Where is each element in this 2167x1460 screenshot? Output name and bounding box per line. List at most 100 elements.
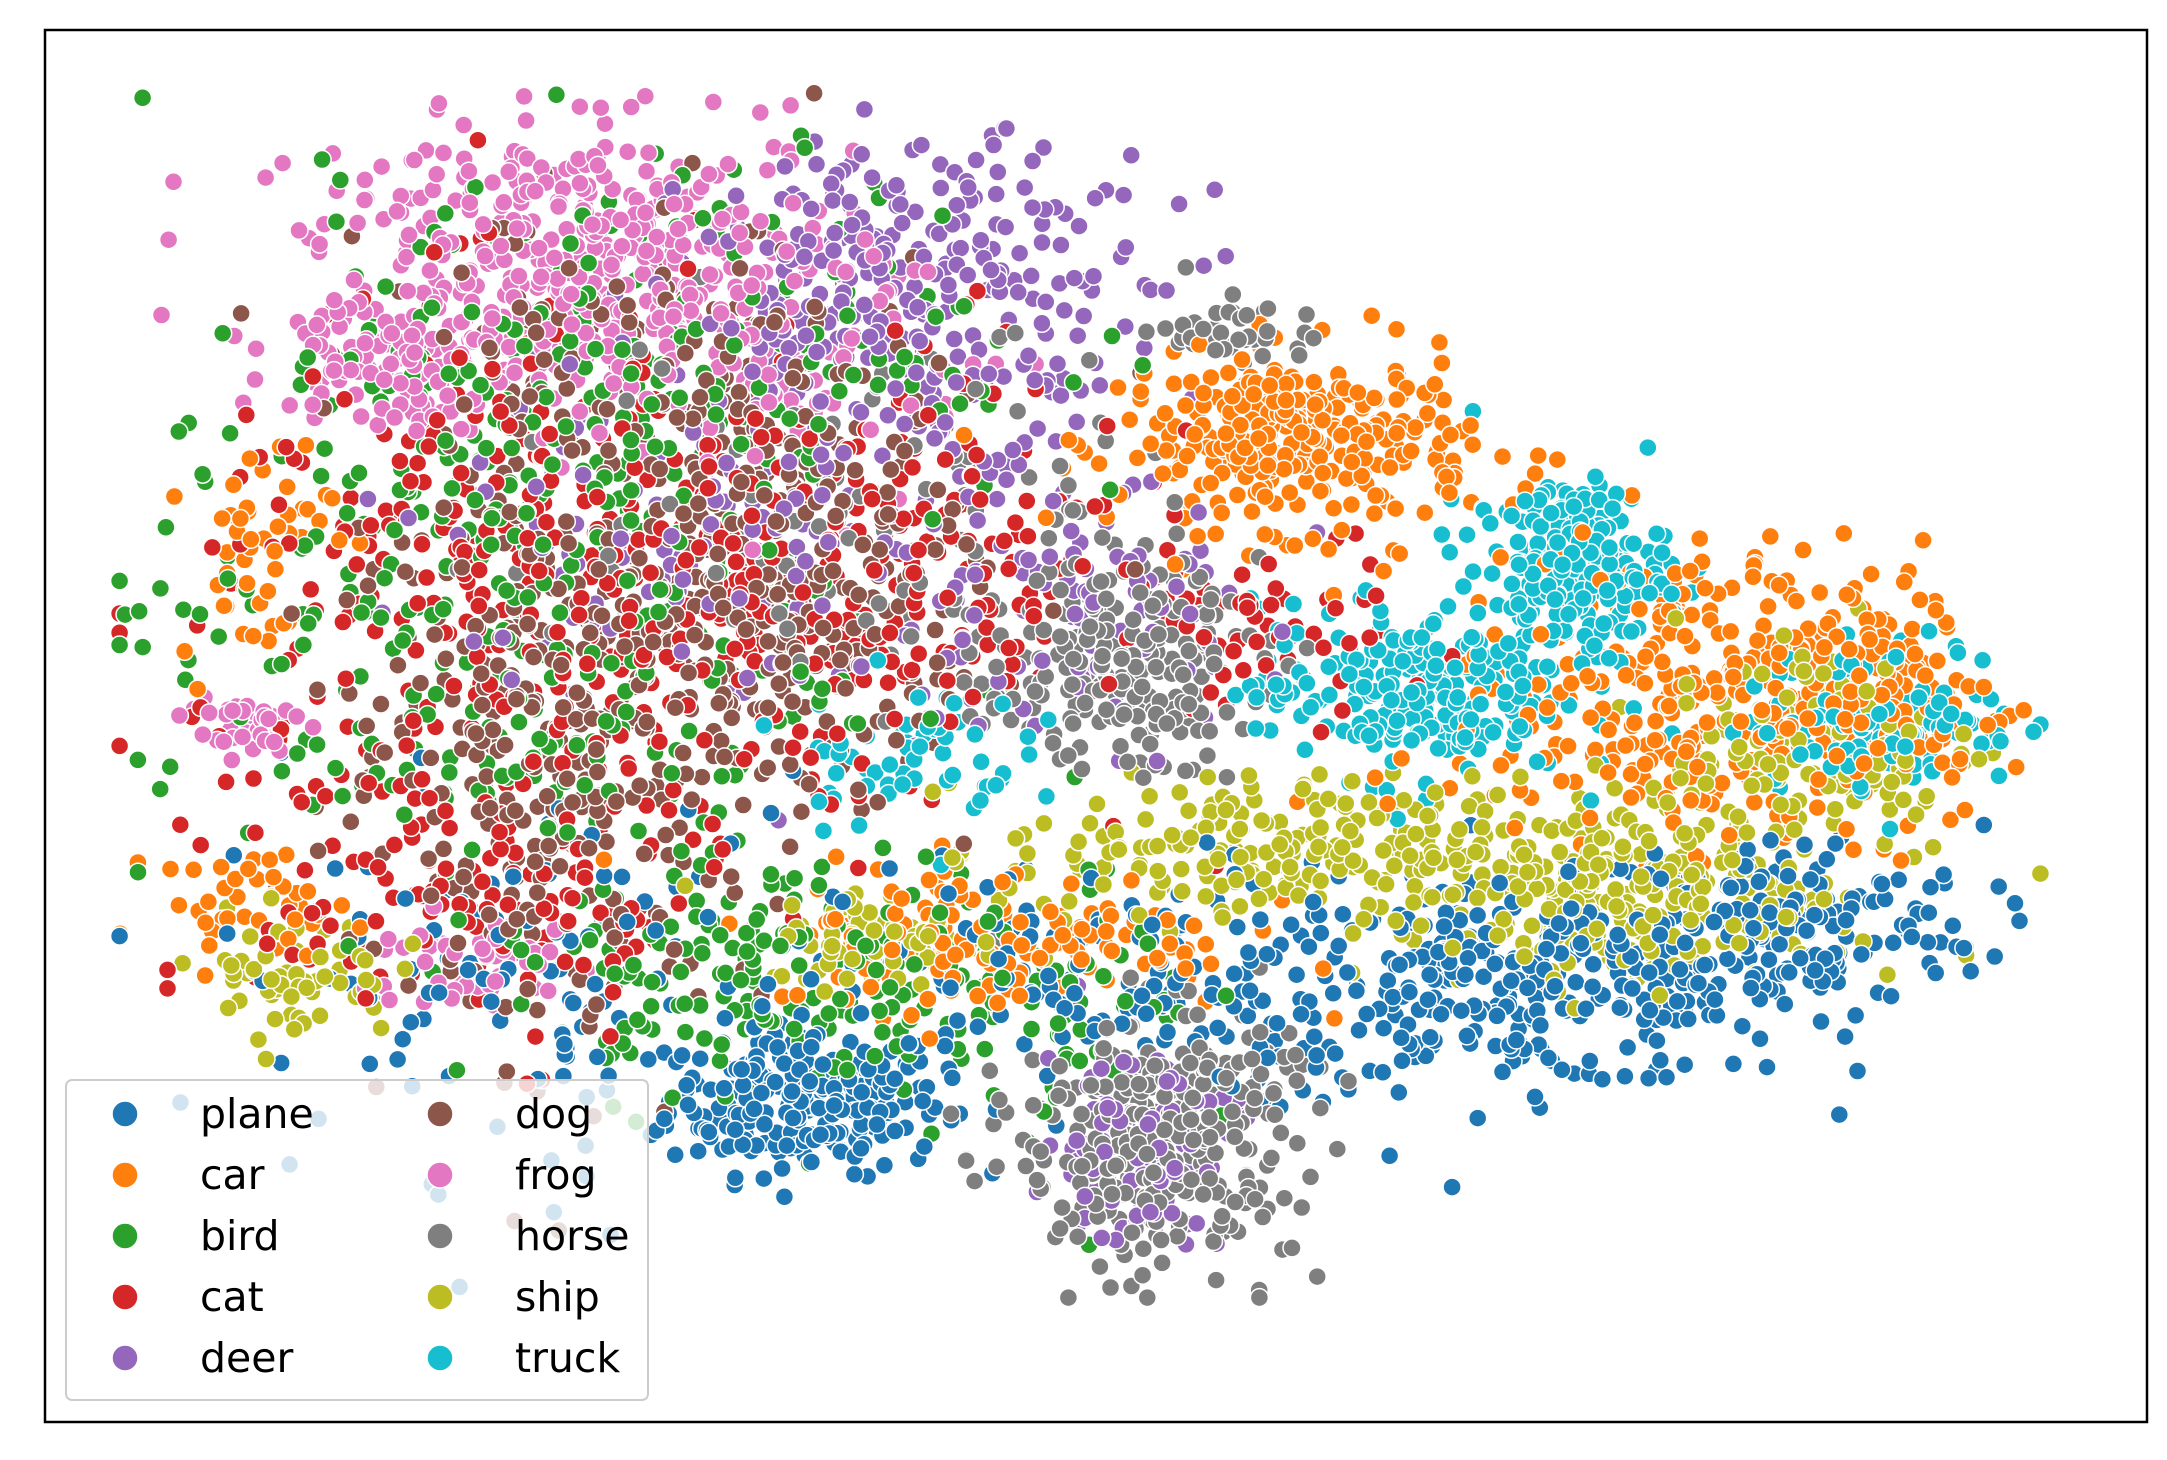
point-plane bbox=[1829, 1104, 1850, 1125]
point-plane bbox=[1467, 1108, 1488, 1128]
point-cat bbox=[800, 747, 821, 768]
point-horse bbox=[1043, 733, 1063, 753]
point-plane bbox=[1888, 870, 1909, 890]
point-bird bbox=[349, 463, 369, 483]
point-car bbox=[1227, 485, 1248, 505]
point-ship bbox=[1472, 817, 1492, 838]
point-deer bbox=[1027, 418, 1048, 439]
point-plane bbox=[1356, 1004, 1377, 1024]
point-bird bbox=[132, 637, 153, 657]
point-car bbox=[1760, 526, 1781, 547]
point-frog bbox=[420, 260, 440, 281]
point-frog bbox=[355, 170, 375, 190]
point-frog bbox=[860, 420, 881, 440]
point-cat bbox=[436, 858, 456, 879]
point-car bbox=[199, 935, 220, 956]
point-deer bbox=[1054, 300, 1075, 321]
point-dog bbox=[534, 349, 554, 370]
point-cat bbox=[276, 437, 296, 457]
point-bird bbox=[794, 138, 815, 158]
point-dog bbox=[942, 499, 963, 520]
point-cat bbox=[600, 1026, 621, 1047]
point-car bbox=[1089, 453, 1109, 474]
point-car bbox=[1491, 755, 1511, 776]
point-car bbox=[285, 909, 305, 930]
point-plane bbox=[360, 1054, 380, 1074]
point-frog bbox=[158, 229, 179, 250]
point-ship bbox=[1741, 776, 1762, 796]
point-plane bbox=[1457, 1026, 1477, 1046]
point-deer bbox=[1018, 345, 1039, 366]
point-plane bbox=[1610, 997, 1630, 1018]
point-car bbox=[1894, 572, 1914, 592]
point-car bbox=[1528, 445, 1548, 466]
point-car bbox=[1598, 720, 1619, 740]
point-truck bbox=[1646, 523, 1667, 544]
point-bird bbox=[679, 721, 699, 741]
point-bird bbox=[675, 1022, 696, 1042]
point-plane bbox=[1349, 1020, 1369, 1041]
point-frog bbox=[570, 96, 590, 117]
point-car bbox=[1689, 528, 1710, 549]
point-car bbox=[1910, 590, 1930, 610]
point-dog bbox=[371, 694, 391, 714]
point-dog bbox=[410, 673, 431, 693]
point-cat bbox=[472, 872, 493, 892]
point-horse bbox=[1206, 1270, 1226, 1290]
point-deer bbox=[822, 190, 843, 211]
point-car bbox=[1304, 372, 1324, 392]
point-plane bbox=[1207, 1018, 1228, 1038]
point-ship bbox=[1293, 779, 1313, 799]
point-car bbox=[187, 679, 208, 699]
point-truck bbox=[1393, 651, 1413, 672]
point-bird bbox=[529, 729, 550, 749]
point-car bbox=[1490, 547, 1511, 568]
point-plane bbox=[1431, 1004, 1451, 1024]
point-plane bbox=[1442, 1177, 1462, 1197]
point-car bbox=[277, 477, 297, 497]
point-horse bbox=[980, 1061, 1000, 1081]
point-car bbox=[332, 895, 352, 916]
point-plane bbox=[1732, 1016, 1753, 1036]
point-frog bbox=[246, 338, 266, 359]
point-plane bbox=[1845, 1005, 1866, 1026]
point-horse bbox=[1050, 456, 1070, 476]
point-bird bbox=[272, 761, 292, 781]
point-car bbox=[1720, 621, 1741, 642]
point-horse bbox=[1136, 322, 1157, 342]
point-bird bbox=[311, 466, 331, 486]
point-horse bbox=[1167, 1226, 1188, 1247]
point-cat bbox=[1332, 700, 1353, 721]
point-truck bbox=[1019, 744, 1039, 765]
point-car bbox=[1809, 582, 1830, 603]
point-plane bbox=[1817, 849, 1837, 870]
point-ship bbox=[1522, 916, 1542, 936]
point-deer bbox=[1065, 604, 1085, 624]
point-ship bbox=[1906, 804, 1926, 825]
point-cat bbox=[468, 130, 488, 150]
point-deer bbox=[1186, 1213, 1207, 1234]
point-cat bbox=[1017, 491, 1037, 511]
point-deer bbox=[726, 186, 746, 206]
point-plane bbox=[1224, 964, 1244, 984]
point-deer bbox=[986, 184, 1006, 204]
point-horse bbox=[1137, 1287, 1158, 1308]
point-plane bbox=[1721, 878, 1741, 898]
point-car bbox=[1807, 797, 1828, 818]
point-plane bbox=[1373, 1062, 1393, 1083]
point-plane bbox=[1737, 839, 1758, 860]
point-car bbox=[1580, 707, 1601, 728]
point-plane bbox=[1566, 972, 1586, 992]
point-bird bbox=[150, 578, 171, 599]
point-cat bbox=[384, 835, 405, 855]
point-plane bbox=[638, 1049, 659, 1070]
point-plane bbox=[1960, 961, 1981, 982]
point-frog bbox=[617, 142, 638, 162]
point-plane bbox=[1379, 1146, 1400, 1166]
point-truck bbox=[1439, 542, 1460, 563]
point-plane bbox=[1592, 1069, 1613, 1090]
point-car bbox=[1861, 564, 1881, 584]
point-horse bbox=[629, 340, 650, 360]
point-cat bbox=[963, 687, 983, 707]
